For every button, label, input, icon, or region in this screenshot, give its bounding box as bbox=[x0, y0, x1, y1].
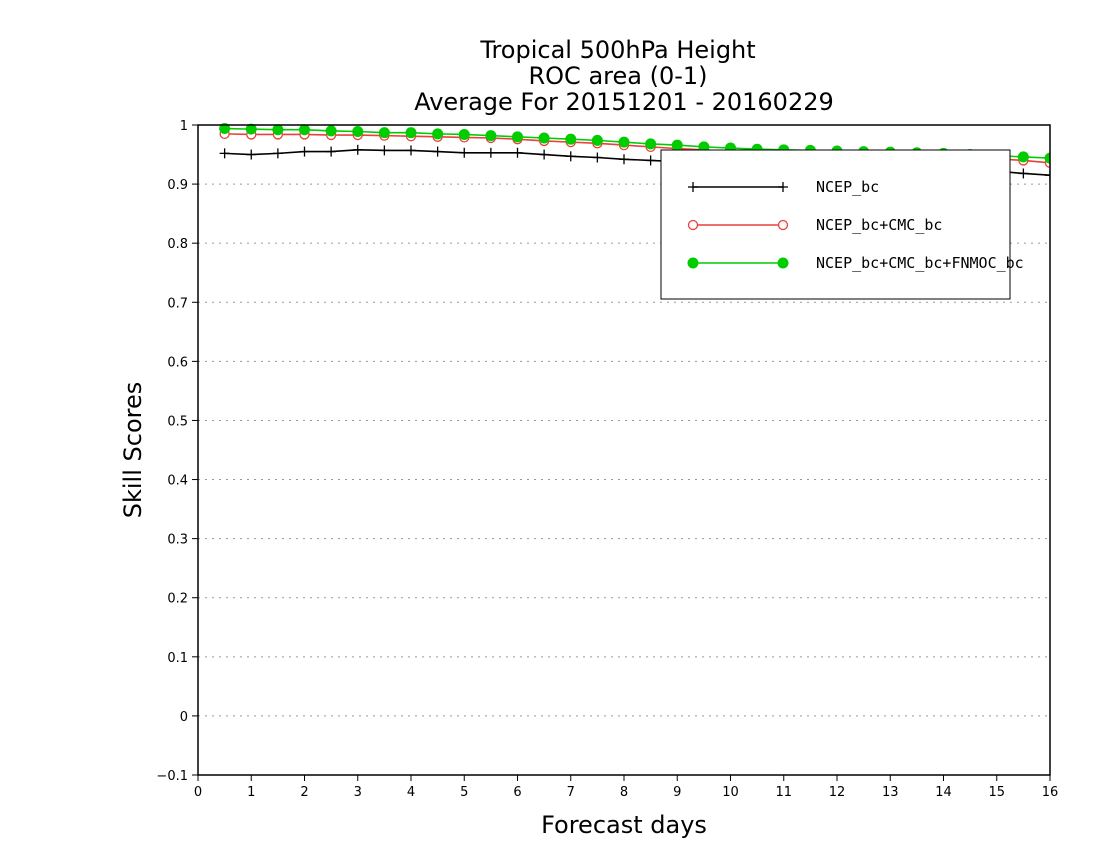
legend-entry: NCEP_bc+CMC_bc+FNMOC_bc bbox=[687, 254, 1024, 272]
legend-marker-start bbox=[687, 219, 699, 231]
grid-layer bbox=[198, 183, 1050, 717]
data-point bbox=[1017, 151, 1029, 163]
legend-entry: NCEP_bc bbox=[688, 178, 879, 196]
y-tick-label: 0 bbox=[180, 710, 188, 725]
data-point bbox=[512, 147, 523, 158]
y-axis-label: Skill Scores bbox=[119, 382, 147, 519]
x-tick-label: 4 bbox=[407, 785, 415, 800]
data-point bbox=[325, 125, 337, 137]
y-tick-label: 1 bbox=[180, 119, 188, 134]
x-tick-label: 3 bbox=[354, 785, 362, 800]
data-point bbox=[378, 127, 390, 139]
data-point bbox=[485, 147, 496, 158]
x-tick-label: 12 bbox=[829, 785, 846, 800]
x-tick-label: 16 bbox=[1042, 785, 1059, 800]
data-point bbox=[618, 136, 630, 148]
y-tick-label: 0.5 bbox=[167, 414, 188, 429]
x-tick-label: 6 bbox=[513, 785, 521, 800]
y-tick-label: 0.7 bbox=[167, 296, 188, 311]
data-point bbox=[299, 146, 310, 157]
data-point bbox=[272, 124, 284, 136]
data-point bbox=[246, 149, 257, 160]
data-point bbox=[591, 134, 603, 146]
data-point bbox=[538, 132, 550, 144]
x-tick-label: 5 bbox=[460, 785, 468, 800]
legend-marker-start bbox=[688, 182, 698, 192]
x-tick-label: 13 bbox=[882, 785, 899, 800]
y-tick-label: 0.6 bbox=[167, 355, 188, 370]
data-point bbox=[459, 147, 470, 158]
data-point bbox=[1045, 170, 1050, 181]
legend-entry: NCEP_bc+CMC_bc bbox=[687, 216, 942, 234]
data-point bbox=[406, 145, 416, 156]
y-tick-label: 0.3 bbox=[167, 533, 188, 548]
data-point bbox=[592, 152, 603, 163]
data-point bbox=[432, 128, 444, 140]
legend-marker-end bbox=[778, 182, 788, 192]
x-tick-label: 11 bbox=[775, 785, 792, 800]
legend-layer: NCEP_bc NCEP_bc+CMC_bc NCEP_bc+CMC_bc+FNMO… bbox=[687, 178, 1024, 272]
x-tick-label: 8 bbox=[620, 785, 628, 800]
x-tick-label: 9 bbox=[673, 785, 681, 800]
y-tick-label: 0.8 bbox=[167, 237, 188, 252]
legend-label: NCEP_bc+CMC_bc+FNMOC_bc bbox=[816, 254, 1024, 272]
x-tick-label: 2 bbox=[300, 785, 308, 800]
x-tick-label: 10 bbox=[722, 785, 739, 800]
legend-marker-start bbox=[687, 257, 699, 269]
data-point bbox=[379, 145, 390, 156]
data-point bbox=[458, 128, 470, 140]
y-tick-label: 0.1 bbox=[167, 651, 188, 666]
x-tick-label: 1 bbox=[247, 785, 255, 800]
x-axis-label: Forecast days bbox=[541, 811, 707, 839]
data-point bbox=[245, 123, 257, 135]
x-tick-label: 15 bbox=[988, 785, 1005, 800]
data-point bbox=[219, 123, 231, 135]
data-point bbox=[352, 126, 364, 137]
data-point bbox=[539, 149, 550, 160]
y-tick-label: −0.1 bbox=[156, 769, 188, 784]
legend-marker-end bbox=[777, 257, 789, 269]
legend-label: NCEP_bc+CMC_bc bbox=[816, 216, 942, 234]
data-point bbox=[565, 133, 577, 145]
x-tick-label: 0 bbox=[194, 785, 202, 800]
data-point bbox=[645, 138, 657, 150]
x-tick-label: 7 bbox=[567, 785, 575, 800]
data-point bbox=[272, 148, 283, 159]
data-point bbox=[645, 155, 656, 166]
data-point bbox=[219, 148, 230, 159]
chart-title-line-3: Average For 20151201 - 20160229 bbox=[414, 88, 834, 116]
data-point bbox=[326, 146, 337, 157]
data-point bbox=[299, 124, 310, 136]
data-point bbox=[352, 144, 363, 155]
y-tick-label: 0.2 bbox=[167, 592, 188, 607]
chart-title-line-1: Tropical 500hPa Height bbox=[479, 36, 755, 64]
y-tick-label: 0.9 bbox=[167, 178, 188, 193]
data-point bbox=[405, 127, 417, 139]
axis-layer: −0.100.10.20.30.40.50.60.70.80.910 1 2 3 4 5 6… bbox=[156, 119, 1058, 800]
legend-marker-end bbox=[777, 219, 789, 231]
x-tick-label: 14 bbox=[935, 785, 952, 800]
data-point bbox=[619, 154, 629, 165]
legend-label: NCEP_bc bbox=[816, 178, 879, 196]
data-point bbox=[512, 131, 523, 143]
data-point bbox=[1018, 168, 1029, 179]
data-point bbox=[565, 151, 576, 162]
data-point bbox=[485, 130, 497, 142]
data-point bbox=[671, 139, 683, 151]
data-point bbox=[432, 146, 443, 157]
chart-title-line-2: ROC area (0-1) bbox=[528, 62, 707, 90]
data-point bbox=[1044, 152, 1050, 164]
y-tick-label: 0.4 bbox=[167, 474, 188, 489]
